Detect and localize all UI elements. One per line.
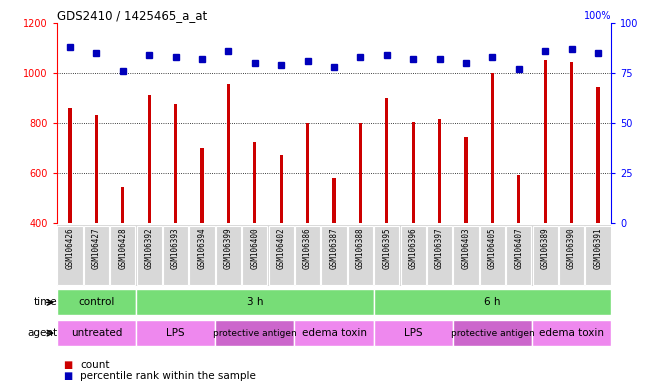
Bar [438, 119, 441, 223]
FancyBboxPatch shape [57, 320, 136, 346]
FancyBboxPatch shape [532, 320, 611, 346]
Text: untreated: untreated [71, 328, 122, 338]
FancyBboxPatch shape [585, 226, 611, 285]
Text: GSM106402: GSM106402 [277, 228, 286, 269]
FancyBboxPatch shape [242, 226, 267, 285]
Text: GSM106407: GSM106407 [514, 228, 523, 269]
FancyBboxPatch shape [454, 226, 479, 285]
Bar [68, 108, 71, 223]
Text: GSM106395: GSM106395 [382, 228, 391, 269]
FancyBboxPatch shape [348, 226, 373, 285]
Text: GSM106390: GSM106390 [567, 228, 576, 269]
FancyBboxPatch shape [57, 290, 136, 315]
Bar [174, 104, 177, 223]
Text: GSM106389: GSM106389 [540, 228, 550, 269]
FancyBboxPatch shape [189, 226, 214, 285]
FancyBboxPatch shape [427, 226, 452, 285]
FancyBboxPatch shape [374, 226, 399, 285]
Text: GSM106403: GSM106403 [462, 228, 470, 269]
Text: 100%: 100% [584, 11, 611, 21]
FancyBboxPatch shape [401, 226, 426, 285]
Text: ■: ■ [63, 360, 73, 370]
FancyBboxPatch shape [216, 226, 241, 285]
FancyBboxPatch shape [136, 320, 215, 346]
FancyBboxPatch shape [373, 290, 611, 315]
FancyBboxPatch shape [136, 290, 373, 315]
Bar [280, 156, 283, 223]
Text: GSM106427: GSM106427 [92, 228, 101, 269]
Text: GSM106387: GSM106387 [329, 228, 339, 269]
Text: protective antigen: protective antigen [213, 329, 297, 338]
Text: GSM106426: GSM106426 [65, 228, 74, 269]
Bar [121, 187, 124, 223]
Text: GSM106391: GSM106391 [594, 228, 603, 269]
FancyBboxPatch shape [269, 226, 294, 285]
FancyBboxPatch shape [373, 320, 453, 346]
Text: GSM106399: GSM106399 [224, 228, 233, 269]
Text: GSM106392: GSM106392 [145, 228, 154, 269]
Text: protective antigen: protective antigen [450, 329, 534, 338]
Text: 3 h: 3 h [246, 297, 263, 308]
Bar [464, 137, 468, 223]
Text: agent: agent [27, 328, 57, 338]
Bar [306, 123, 309, 223]
Text: GSM106405: GSM106405 [488, 228, 497, 269]
Text: LPS: LPS [166, 328, 185, 338]
Text: GSM106397: GSM106397 [435, 228, 444, 269]
FancyBboxPatch shape [295, 226, 320, 285]
Text: GSM106394: GSM106394 [198, 228, 206, 269]
Bar [544, 61, 547, 223]
Bar [517, 175, 520, 223]
Text: GSM106400: GSM106400 [250, 228, 259, 269]
FancyBboxPatch shape [136, 226, 162, 285]
Text: edema toxin: edema toxin [539, 328, 604, 338]
Text: count: count [80, 360, 110, 370]
Bar [227, 84, 230, 223]
Text: GDS2410 / 1425465_a_at: GDS2410 / 1425465_a_at [57, 9, 207, 22]
FancyBboxPatch shape [215, 320, 295, 346]
FancyBboxPatch shape [110, 226, 136, 285]
FancyBboxPatch shape [163, 226, 188, 285]
Text: time: time [33, 297, 57, 308]
FancyBboxPatch shape [84, 226, 109, 285]
Bar [333, 178, 335, 223]
FancyBboxPatch shape [321, 226, 347, 285]
Text: control: control [78, 297, 115, 308]
Text: GSM106428: GSM106428 [118, 228, 128, 269]
FancyBboxPatch shape [295, 320, 373, 346]
FancyBboxPatch shape [559, 226, 584, 285]
Bar [253, 142, 257, 223]
Bar [200, 148, 204, 223]
Text: ■: ■ [63, 371, 73, 381]
FancyBboxPatch shape [57, 226, 83, 285]
Bar [570, 62, 573, 223]
Text: GSM106393: GSM106393 [171, 228, 180, 269]
Text: edema toxin: edema toxin [301, 328, 367, 338]
Bar [491, 73, 494, 223]
FancyBboxPatch shape [480, 226, 505, 285]
Bar [359, 123, 362, 223]
Bar [597, 87, 600, 223]
Bar [148, 95, 151, 223]
Bar [411, 122, 415, 223]
FancyBboxPatch shape [532, 226, 558, 285]
Text: GSM106386: GSM106386 [303, 228, 312, 269]
FancyBboxPatch shape [506, 226, 532, 285]
Text: 6 h: 6 h [484, 297, 500, 308]
Text: GSM106396: GSM106396 [409, 228, 418, 269]
Bar [95, 115, 98, 223]
FancyBboxPatch shape [453, 320, 532, 346]
Bar [385, 98, 388, 223]
Text: GSM106388: GSM106388 [356, 228, 365, 269]
Text: percentile rank within the sample: percentile rank within the sample [80, 371, 256, 381]
Text: LPS: LPS [404, 328, 423, 338]
